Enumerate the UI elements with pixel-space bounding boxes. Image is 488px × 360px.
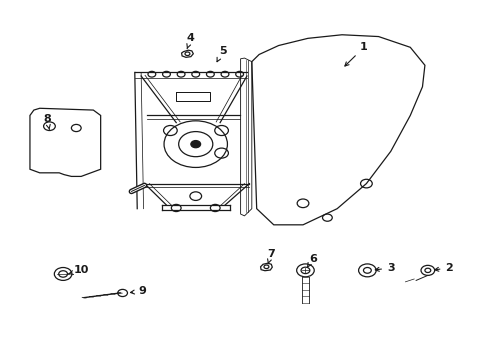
Text: 4: 4 <box>186 33 194 49</box>
Text: 2: 2 <box>434 263 452 273</box>
Text: 1: 1 <box>344 42 367 66</box>
Circle shape <box>190 140 200 148</box>
Text: 7: 7 <box>267 248 275 264</box>
Text: 8: 8 <box>43 114 51 130</box>
Text: 6: 6 <box>307 254 316 267</box>
Text: 5: 5 <box>217 46 226 62</box>
Text: 3: 3 <box>374 263 394 273</box>
Text: 10: 10 <box>68 265 89 275</box>
Text: 9: 9 <box>130 286 146 296</box>
